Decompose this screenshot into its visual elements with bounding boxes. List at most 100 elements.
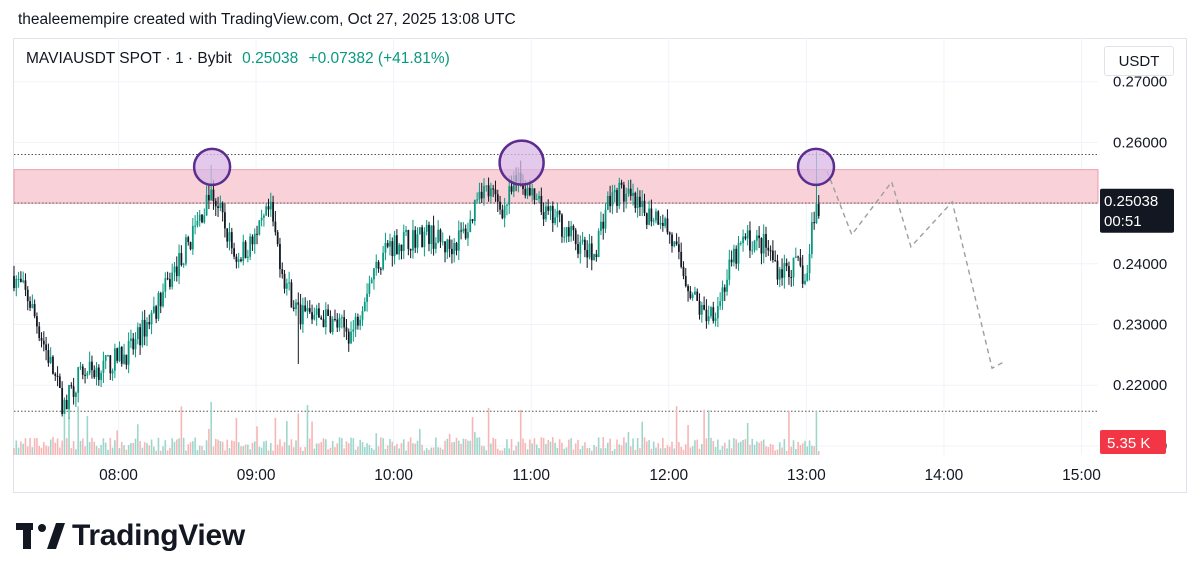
volume-bar bbox=[31, 447, 34, 455]
currency-button[interactable]: USDT bbox=[1104, 46, 1174, 76]
candle-body bbox=[778, 269, 781, 280]
volume-bar bbox=[652, 441, 655, 455]
candle-body bbox=[728, 259, 731, 280]
volume-bar bbox=[682, 449, 685, 455]
candle-body bbox=[446, 239, 449, 253]
symbol-name: MAVIAUSDT SPOT · 1 · Bybit bbox=[26, 50, 232, 67]
candle-body bbox=[281, 269, 284, 274]
candle-body bbox=[391, 241, 394, 257]
volume-bar bbox=[710, 437, 712, 455]
candle-body bbox=[91, 361, 93, 371]
volume-bar bbox=[744, 439, 747, 455]
volume-bar bbox=[515, 445, 517, 455]
volume-bar bbox=[662, 438, 664, 455]
volume-bar bbox=[354, 449, 357, 455]
peak-circle bbox=[192, 147, 232, 187]
volume-bar bbox=[478, 437, 481, 455]
volume-bar bbox=[77, 406, 79, 455]
volume-bar bbox=[192, 441, 194, 455]
candle-body bbox=[799, 257, 802, 266]
volume-bar bbox=[691, 446, 694, 455]
volume-bar bbox=[448, 433, 451, 455]
volume-bar bbox=[214, 438, 217, 455]
candle-body bbox=[185, 237, 187, 264]
volume-bar bbox=[568, 439, 570, 455]
candle-body bbox=[345, 327, 348, 332]
candle-body bbox=[572, 225, 575, 231]
candle-body bbox=[535, 198, 538, 200]
volume-bar bbox=[767, 446, 770, 455]
volume-bar bbox=[104, 442, 107, 455]
candle-body bbox=[499, 201, 501, 210]
volume-bar bbox=[781, 447, 783, 455]
candle-body bbox=[214, 200, 217, 207]
volume-bar bbox=[645, 441, 648, 455]
volume-bar bbox=[359, 439, 362, 455]
volume-bar bbox=[118, 448, 121, 455]
volume-bar bbox=[451, 442, 453, 455]
candle-body bbox=[81, 366, 84, 375]
candle-body bbox=[567, 227, 570, 237]
candle-body bbox=[684, 276, 687, 286]
volume-bar bbox=[668, 446, 671, 455]
volume-bar bbox=[513, 450, 515, 455]
candle-body bbox=[554, 217, 556, 224]
candle-body bbox=[453, 242, 456, 255]
candle-body bbox=[343, 317, 346, 328]
candle-body bbox=[368, 283, 371, 294]
candle-body bbox=[224, 212, 226, 229]
candle-body bbox=[253, 233, 256, 245]
candle-body bbox=[526, 187, 529, 196]
candle-body bbox=[414, 230, 417, 248]
resistance-zone bbox=[13, 169, 1099, 204]
volume-bar bbox=[542, 437, 545, 455]
candle-body bbox=[93, 370, 96, 378]
candle-body bbox=[460, 230, 462, 232]
candle-body bbox=[547, 206, 550, 211]
volume-bar bbox=[471, 417, 474, 455]
candle-body bbox=[434, 242, 437, 249]
candle-body bbox=[558, 210, 561, 215]
candle-body bbox=[817, 203, 820, 217]
candle-body bbox=[762, 234, 765, 254]
candle-body bbox=[75, 392, 77, 397]
candle-body bbox=[143, 319, 146, 337]
volume-bar bbox=[361, 442, 364, 455]
volume-bar bbox=[501, 450, 504, 455]
volume-bar bbox=[295, 440, 297, 455]
volume-bar bbox=[123, 445, 125, 455]
volume-bar bbox=[799, 444, 802, 455]
candle-body bbox=[301, 305, 304, 325]
candle-body bbox=[753, 240, 756, 251]
volume-bar bbox=[519, 409, 522, 455]
candle-body bbox=[664, 218, 667, 226]
candle-body bbox=[673, 241, 676, 247]
candle-body bbox=[755, 235, 758, 241]
volume-bar bbox=[292, 447, 295, 455]
volume-bar bbox=[109, 437, 112, 455]
candle-body bbox=[792, 257, 795, 278]
volume-bar bbox=[187, 444, 190, 455]
candle-body bbox=[652, 220, 655, 222]
candle-body bbox=[524, 188, 527, 196]
volume-bar bbox=[79, 440, 82, 455]
volume-bar bbox=[114, 440, 116, 455]
candle-body bbox=[22, 280, 25, 282]
candle-body bbox=[808, 253, 811, 274]
candle-body bbox=[483, 185, 485, 199]
volume-bar bbox=[808, 440, 811, 455]
volume-bar bbox=[54, 442, 57, 455]
candle-body bbox=[439, 229, 442, 242]
volume-bar bbox=[396, 443, 398, 455]
candle-body bbox=[815, 203, 818, 224]
volume-bar bbox=[249, 449, 251, 455]
volume-label: 5.35 K bbox=[1107, 435, 1150, 452]
candle-body bbox=[501, 209, 504, 219]
candle-body bbox=[263, 215, 265, 218]
volume-bar bbox=[455, 437, 458, 455]
volume-bar bbox=[91, 437, 93, 455]
volume-bar bbox=[338, 437, 341, 455]
candle-body bbox=[104, 355, 107, 361]
volume-bar bbox=[551, 437, 554, 455]
